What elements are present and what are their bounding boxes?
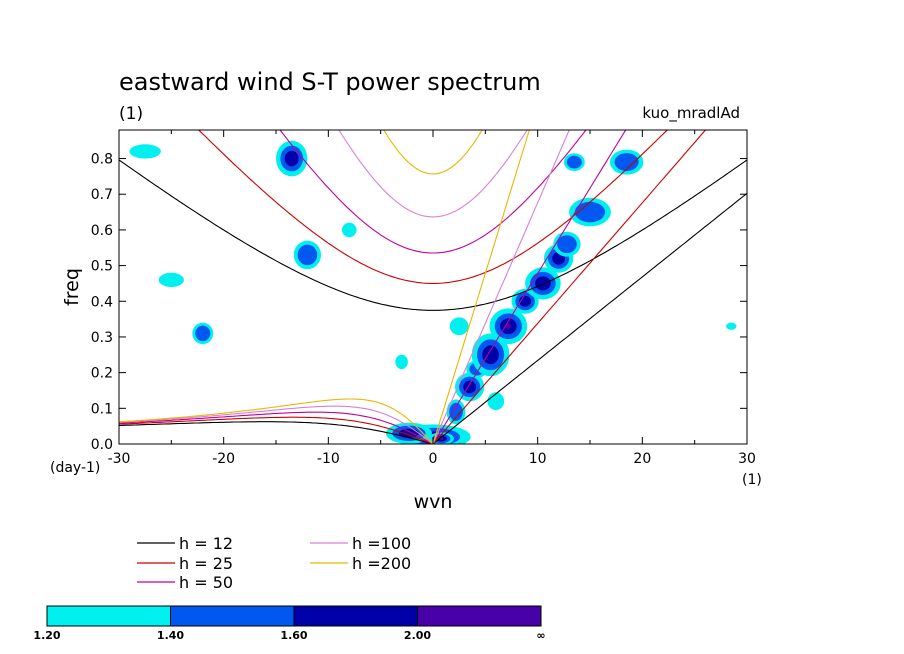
colorbar-segment	[417, 605, 542, 627]
dispersion-curve	[119, 159, 747, 311]
contour-patch	[487, 392, 505, 411]
x-tick-label: 20	[633, 451, 651, 467]
contour-patch	[557, 235, 577, 254]
dispersion-curve	[432, 130, 707, 444]
contour-patch	[398, 428, 420, 439]
dispersion-curve	[119, 405, 434, 444]
contour-patch	[284, 150, 299, 167]
plot-area	[119, 130, 747, 444]
x-axis-label: wvn	[414, 491, 453, 513]
y-tick-label: 0.5	[91, 259, 113, 275]
colorbar-label: 1.20	[33, 629, 60, 642]
y-unit-label: (day-1)	[50, 460, 100, 476]
chart-title: eastward wind S-T power spectrum	[119, 68, 541, 96]
contour-patch	[449, 317, 469, 336]
contour-patch	[535, 276, 551, 291]
contour-patch	[614, 153, 639, 172]
contour-patch	[297, 244, 318, 266]
colorbar-label: 1.60	[280, 629, 307, 642]
x-tick-label: -30	[108, 451, 131, 467]
chart-subtitle-left: (1)	[119, 104, 143, 124]
legend-label: h =100	[352, 534, 411, 553]
legend-label: h = 50	[179, 573, 233, 592]
contour-patch	[574, 201, 606, 223]
x-tick-label: 0	[429, 451, 438, 467]
y-tick-label: 0.7	[91, 187, 113, 203]
legend-label: h =200	[352, 554, 411, 573]
y-axis-label: freq	[61, 268, 83, 306]
y-tick-label: 0.8	[91, 152, 113, 168]
dispersion-curve	[432, 130, 627, 444]
axis-ticks: -30 -20 -10 0 10 20 30 0.0 0.1 0.2 0.3 0.4 0.5 0.6 0.7…	[91, 130, 756, 467]
x-tick-label: 30	[738, 451, 756, 467]
legend-label: h = 12	[179, 534, 233, 553]
colorbar-label: 2.00	[404, 629, 431, 642]
dispersion-curve	[432, 130, 530, 444]
x-tick-label: -20	[212, 451, 235, 467]
dispersion-curve	[119, 411, 434, 444]
contour-patch	[449, 402, 463, 421]
dispersion-curve	[119, 421, 434, 444]
dispersion-curve	[432, 130, 570, 444]
chart-subtitle-right: kuo_mradlAd	[642, 104, 740, 123]
y-tick-label: 0.1	[91, 401, 113, 417]
dispersion-curve	[119, 398, 434, 444]
x-unit-label: (1)	[742, 472, 762, 488]
dispersion-curve	[198, 130, 668, 284]
contour-patch	[341, 222, 357, 238]
dispersion-curve	[338, 130, 528, 218]
colorbar-segment	[170, 605, 295, 627]
contour-patch	[505, 323, 512, 330]
x-tick-label: 10	[529, 451, 547, 467]
dispersion-curve	[119, 416, 434, 444]
y-tick-label: 0.4	[91, 294, 113, 310]
legend-label: h = 25	[179, 554, 233, 573]
contour-patch	[129, 144, 161, 159]
contour-patch	[726, 322, 737, 330]
contour-patch	[158, 272, 184, 288]
y-tick-label: 0.6	[91, 223, 113, 239]
dispersion-curve	[432, 192, 747, 444]
dispersion-curve	[279, 130, 587, 254]
contour-patch	[395, 354, 408, 370]
colorbar-segment	[293, 605, 418, 627]
x-tick-label: -10	[317, 451, 340, 467]
colorbar-label: 1.40	[157, 629, 184, 642]
y-tick-label: 0.3	[91, 330, 113, 346]
y-tick-label: 0.2	[91, 366, 113, 382]
contour-patch	[195, 325, 211, 342]
contour-patch	[566, 155, 582, 169]
contour-patch	[482, 345, 499, 365]
dispersion-curves	[119, 130, 747, 444]
colorbar-label: ∞	[536, 629, 545, 642]
y-tick-label: 0.0	[91, 437, 113, 453]
dispersion-curve	[383, 130, 483, 175]
colorbar: 1.20 1.40 1.60 2.00 ∞	[33, 605, 546, 642]
colorbar-segment	[46, 605, 171, 627]
